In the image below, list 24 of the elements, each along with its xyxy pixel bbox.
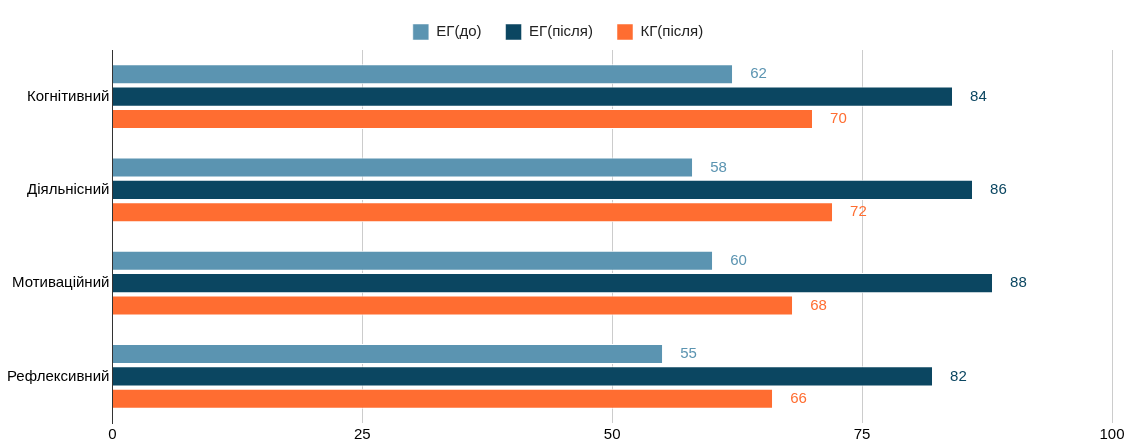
x-tick-label: 50 bbox=[603, 425, 621, 443]
y-tick-label: Мотиваційний bbox=[11, 273, 110, 291]
data-label: 55 bbox=[680, 344, 697, 362]
data-label: 86 bbox=[990, 180, 1007, 198]
y-tick-label: Рефлексивний bbox=[6, 366, 110, 384]
x-tick-label: 100 bbox=[1099, 425, 1125, 443]
legend-label: КГ(після) bbox=[640, 22, 704, 40]
x-tick-label: 75 bbox=[853, 425, 871, 443]
x-tick-label: 0 bbox=[108, 425, 117, 443]
data-label: 88 bbox=[1010, 273, 1027, 291]
legend-label: ЕГ(до) bbox=[436, 22, 482, 40]
data-label: 72 bbox=[850, 202, 867, 220]
data-label: 70 bbox=[830, 109, 847, 127]
data-label: 82 bbox=[950, 366, 967, 384]
data-label: 68 bbox=[810, 295, 827, 313]
legend-label: ЕГ(після) bbox=[529, 22, 593, 40]
data-label: 58 bbox=[710, 157, 727, 175]
x-tick-label: 25 bbox=[353, 425, 371, 443]
y-tick-label: Когнітивний bbox=[26, 86, 110, 104]
data-label: 60 bbox=[730, 250, 747, 268]
data-label: 66 bbox=[790, 388, 807, 406]
data-label: 84 bbox=[970, 86, 987, 104]
y-tick-label: Діяльнісний bbox=[27, 180, 110, 198]
data-label: 62 bbox=[750, 64, 767, 82]
